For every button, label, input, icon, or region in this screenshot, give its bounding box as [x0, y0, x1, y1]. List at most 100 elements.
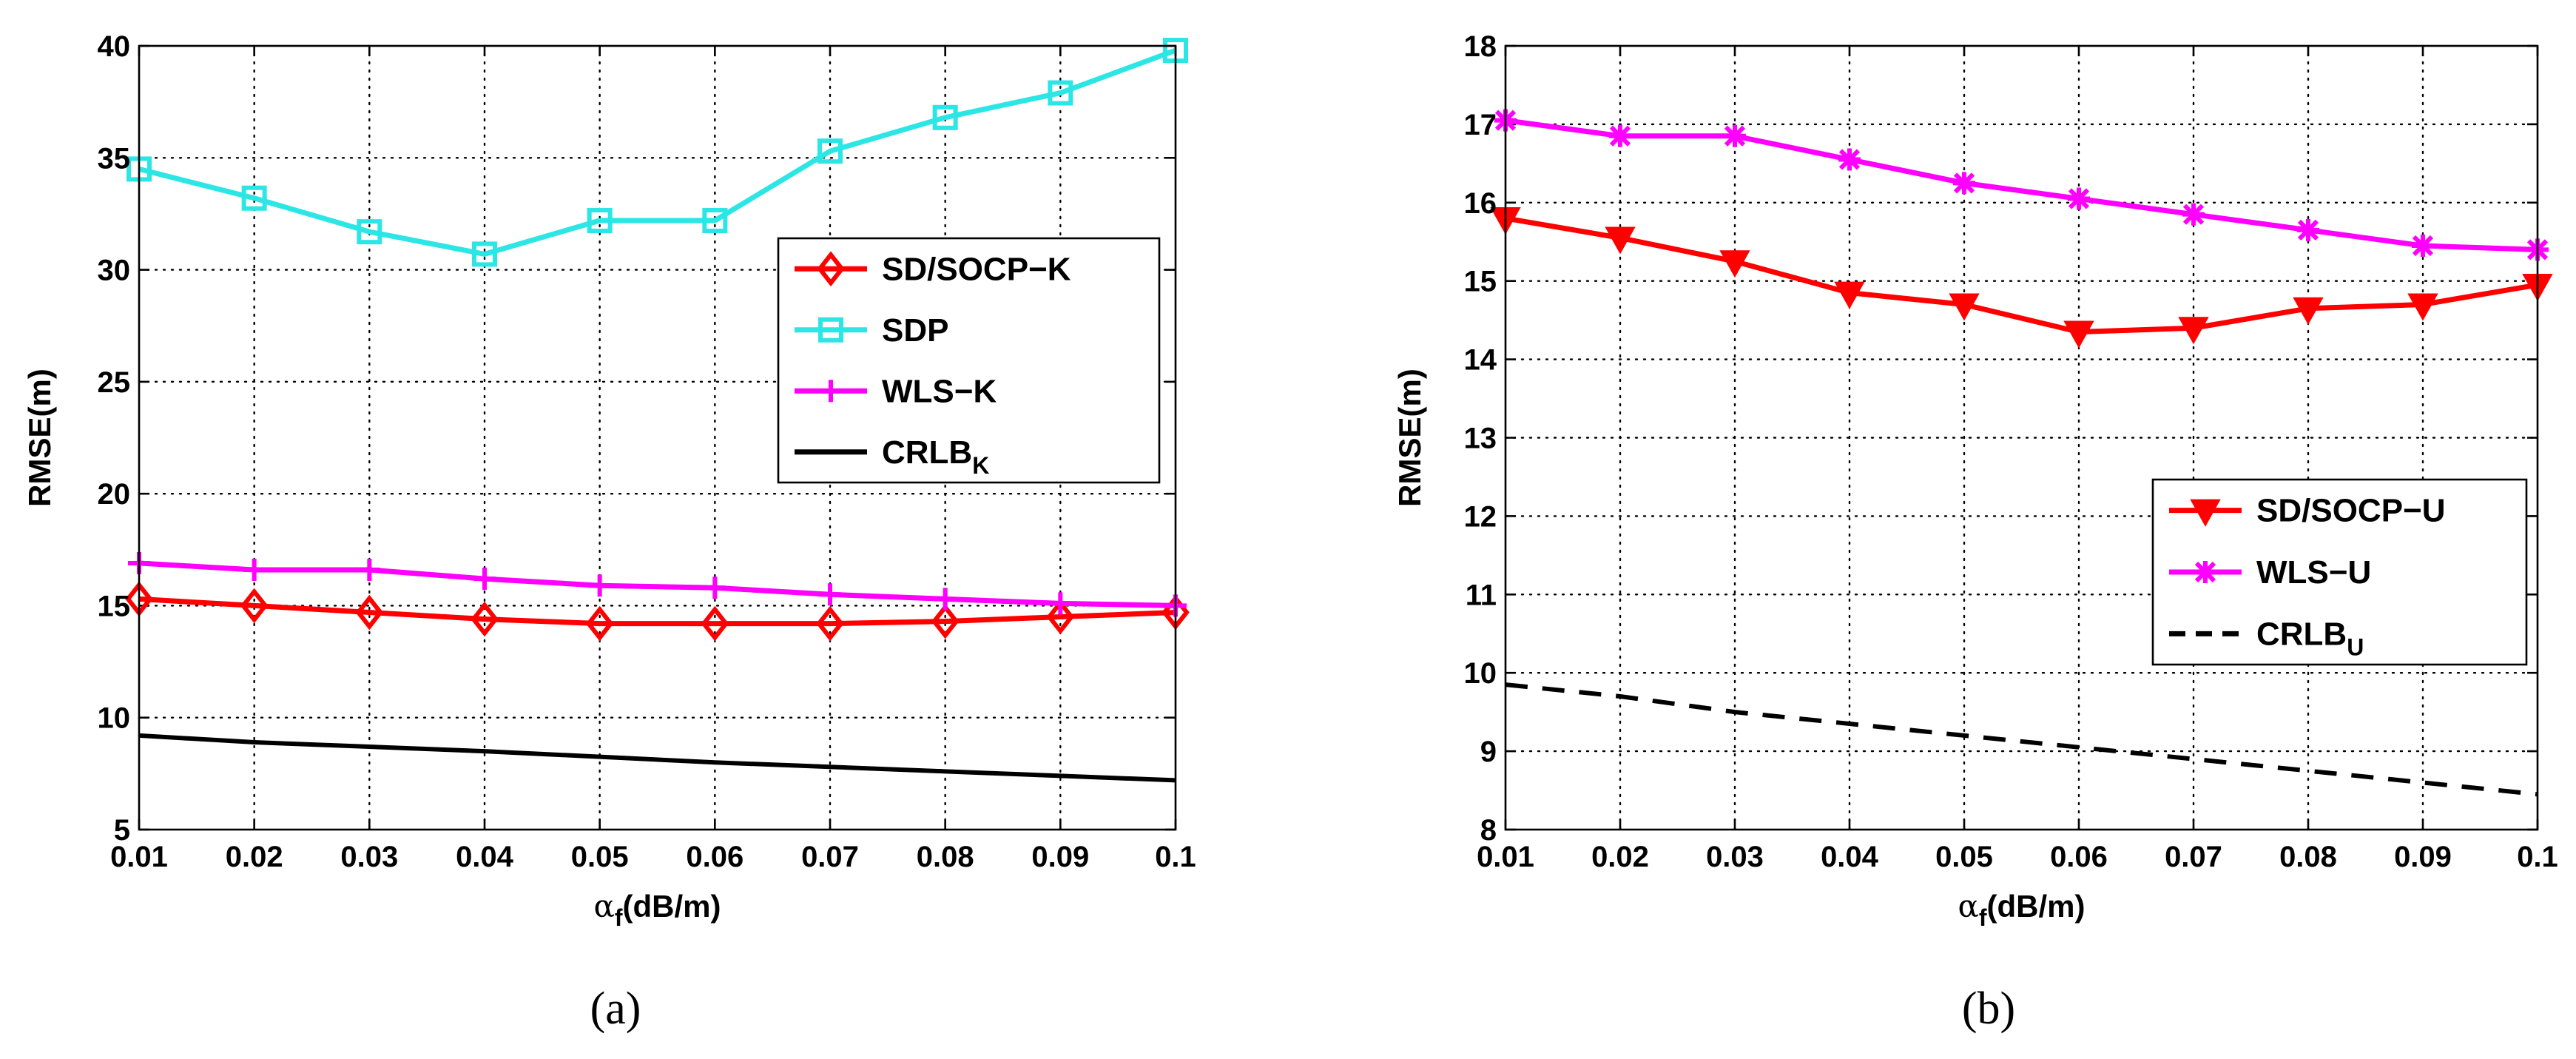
data-point-marker: [702, 208, 728, 234]
plot-frame: [1504, 44, 2539, 831]
data-point-marker: [817, 138, 843, 164]
data-point-marker: [241, 185, 267, 211]
legend-label-1: WLS−U: [2256, 554, 2371, 591]
data-point-marker: [240, 588, 269, 624]
data-point-marker: [1605, 226, 1636, 255]
data-point-marker: [471, 601, 499, 637]
legend: SD/SOCP−U WLS−U CRLBU: [2151, 478, 2528, 666]
x-tick-label: 0.04: [456, 841, 514, 873]
data-point-marker: [701, 605, 729, 642]
grid-lines: [1504, 44, 2539, 831]
data-point-marker: [358, 559, 381, 582]
data-point-marker: [1719, 250, 1750, 278]
y-tick-label: 15: [98, 590, 131, 622]
data-point-marker: [1953, 172, 1975, 195]
x-tick-label: 0.02: [1591, 841, 1649, 873]
y-tick-label: 15: [1464, 266, 1497, 298]
legend-marker-1: [2194, 561, 2216, 583]
chart-panel-b: 0.01 0.02 0.03 0.04 0.05 0.06 0.07 0.08 0.09 0.1 8…: [1392, 30, 2558, 1034]
x-axis-label: αf(dB/m): [1958, 888, 2085, 931]
data-point-marker: [1949, 293, 1980, 321]
x-axis-label: αf(dB/m): [593, 888, 721, 931]
legend-label-0: SD/SOCP−U: [2256, 493, 2446, 529]
series-line-3: [138, 733, 1176, 783]
legend-label-3: CRLBK: [882, 434, 989, 479]
y-tick-label: 11: [1466, 579, 1497, 611]
y-tick-label: 10: [1464, 657, 1497, 690]
data-point-marker: [931, 603, 960, 639]
data-point-marker: [1834, 281, 1865, 309]
x-tick-label: 0.03: [340, 841, 398, 873]
x-tick-label: 0.1: [1155, 841, 1196, 873]
x-tick-label: 0.05: [1935, 841, 1993, 873]
y-tick-label: 20: [98, 478, 131, 511]
data-point-marker: [2293, 297, 2324, 325]
data-point-marker: [472, 241, 497, 267]
panel-caption: (b): [1962, 984, 2015, 1034]
panel-caption: (a): [590, 984, 641, 1034]
x-tick-label: 0.06: [2050, 841, 2108, 873]
data-point-marker: [934, 588, 957, 611]
legend-label-0: SD/SOCP−K: [882, 251, 1071, 287]
x-tick-label: 0.09: [2394, 841, 2452, 873]
series-line-2: [1505, 682, 2538, 797]
series-line-2: [138, 560, 1176, 608]
data-point-marker: [2412, 235, 2434, 258]
data-point-marker: [2297, 218, 2319, 241]
x-tick-label: 0.01: [110, 841, 168, 873]
legend-label-1: SDP: [882, 312, 948, 349]
data-point-marker: [819, 583, 841, 606]
data-point-marker: [2063, 320, 2094, 349]
chart-panel-a: 0.01 0.02 0.03 0.04 0.05 0.06 0.07 0.08 0.09 0.1 5…: [22, 30, 1196, 1034]
x-tick-label: 0.02: [226, 841, 283, 873]
legend-label-2: WLS−K: [882, 373, 997, 409]
series-line-0: [138, 596, 1176, 627]
x-tick-label: 0.08: [2279, 841, 2337, 873]
legend-marker-2: [820, 380, 842, 403]
data-point-marker: [588, 574, 611, 597]
x-tick-label: 0.05: [571, 841, 629, 873]
data-point-marker: [1049, 592, 1072, 615]
y-tick-label: 8: [1480, 814, 1497, 847]
data-point-marker: [357, 219, 382, 245]
plot-frame: [138, 44, 1177, 831]
data-point-marker: [2178, 317, 2209, 345]
data-point-marker: [355, 594, 384, 631]
y-tick-label: 40: [98, 30, 131, 63]
y-tick-label: 25: [98, 366, 131, 399]
y-tick-label: 9: [1480, 736, 1497, 768]
y-tick-label: 5: [114, 814, 130, 847]
data-point-marker: [585, 605, 614, 642]
x-tick-label: 0.07: [801, 841, 859, 873]
y-tick-label: 30: [98, 255, 131, 287]
y-tick-label: 12: [1464, 500, 1497, 533]
x-tick-label: 0.03: [1706, 841, 1764, 873]
series-line-1: [138, 47, 1177, 257]
data-point-marker: [1046, 599, 1075, 635]
data-point-marker: [1609, 124, 1631, 147]
legend-marker-0: [2190, 499, 2221, 527]
data-point-marker: [2068, 187, 2090, 210]
x-tick-label: 0.01: [1477, 841, 1534, 873]
y-tick-label: 16: [1464, 187, 1497, 220]
x-tick-label: 0.06: [686, 841, 744, 873]
legend-label-2: CRLBU: [2256, 616, 2364, 660]
x-tick-label: 0.04: [1821, 841, 1879, 873]
data-point-marker: [473, 568, 496, 591]
data-point-marker: [2407, 293, 2438, 321]
legend-box: [777, 237, 1161, 484]
data-point-marker: [1048, 80, 1073, 106]
y-axis-label: RMSE(m): [1392, 369, 1427, 507]
x-tick-label: 0.08: [917, 841, 974, 873]
data-point-marker: [243, 559, 266, 582]
series-line-0: [1505, 215, 2538, 335]
data-point-marker: [932, 104, 958, 130]
y-tick-label: 13: [1464, 423, 1497, 455]
x-tick-label: 0.07: [2165, 841, 2222, 873]
y-tick-label: 10: [98, 702, 131, 735]
y-tick-label: 18: [1464, 30, 1497, 63]
series-line-1: [1505, 118, 2538, 252]
data-point-marker: [704, 576, 726, 599]
data-point-marker: [2182, 203, 2205, 226]
